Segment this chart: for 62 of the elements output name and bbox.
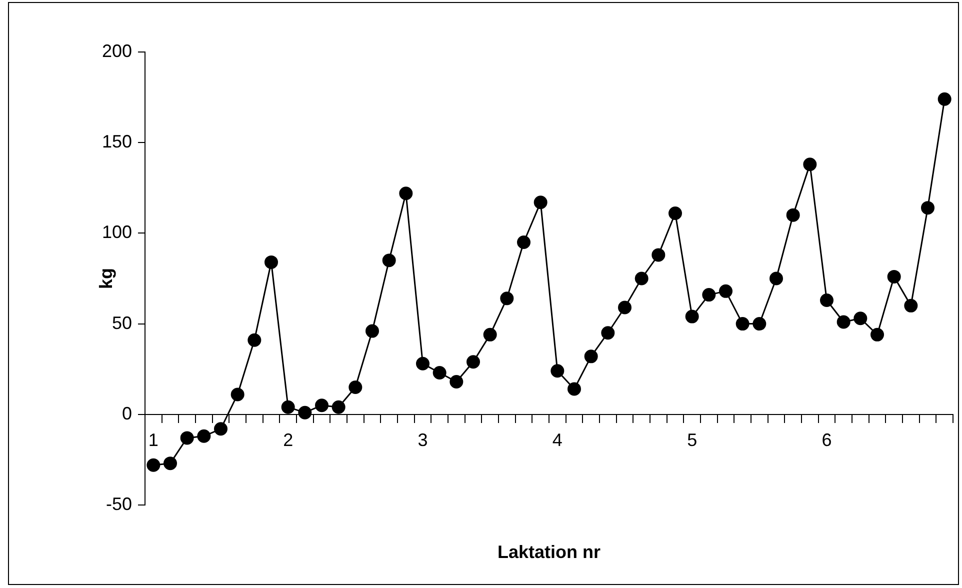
y-tick-label: 200 <box>102 40 132 61</box>
point <box>770 272 783 286</box>
point <box>450 375 464 389</box>
point <box>366 324 379 338</box>
point <box>584 350 598 364</box>
point <box>517 236 530 250</box>
point <box>146 458 160 472</box>
point <box>820 293 834 307</box>
point <box>854 312 868 326</box>
point <box>752 317 766 331</box>
y-tick-label: 100 <box>102 222 132 242</box>
point <box>618 300 632 314</box>
point <box>432 366 446 380</box>
point <box>719 284 732 298</box>
point <box>634 272 648 286</box>
point <box>550 364 564 378</box>
point <box>248 333 262 347</box>
point <box>281 400 295 414</box>
point <box>652 248 666 262</box>
point <box>803 158 817 172</box>
point <box>668 206 682 220</box>
y-tick-label: -50 <box>106 494 132 514</box>
point <box>180 431 194 445</box>
y-tick-label: 0 <box>122 403 132 424</box>
y-axis-title: kg <box>96 268 116 290</box>
point <box>938 92 952 106</box>
point <box>601 326 615 340</box>
point <box>568 382 581 396</box>
x-tick-label: 2 <box>283 430 294 450</box>
point <box>685 310 699 324</box>
point <box>298 406 312 420</box>
point <box>736 317 750 331</box>
point <box>887 270 901 284</box>
point <box>904 298 918 312</box>
point <box>534 196 548 210</box>
point <box>786 208 800 222</box>
point <box>483 328 497 342</box>
point <box>466 355 480 369</box>
point <box>870 328 884 342</box>
point <box>315 398 328 412</box>
point <box>921 201 934 215</box>
point <box>416 356 430 370</box>
point <box>348 380 362 394</box>
point <box>836 315 850 329</box>
x-tick-label: 5 <box>687 430 698 450</box>
point <box>197 429 211 443</box>
x-tick-label: 6 <box>822 430 832 450</box>
point <box>702 288 716 302</box>
x-tick-label: 3 <box>418 430 428 450</box>
point <box>382 254 396 268</box>
point <box>214 422 228 436</box>
x-tick-label: 4 <box>552 430 562 450</box>
point <box>332 400 346 414</box>
point <box>230 388 244 402</box>
point <box>264 255 278 269</box>
point <box>500 292 514 306</box>
point <box>399 186 413 200</box>
x-tick-label: 1 <box>148 430 158 450</box>
y-tick-label: 150 <box>102 132 132 152</box>
y-tick-label: 50 <box>112 312 132 333</box>
point <box>164 456 177 470</box>
x-axis-title: Laktation nr <box>497 542 601 562</box>
